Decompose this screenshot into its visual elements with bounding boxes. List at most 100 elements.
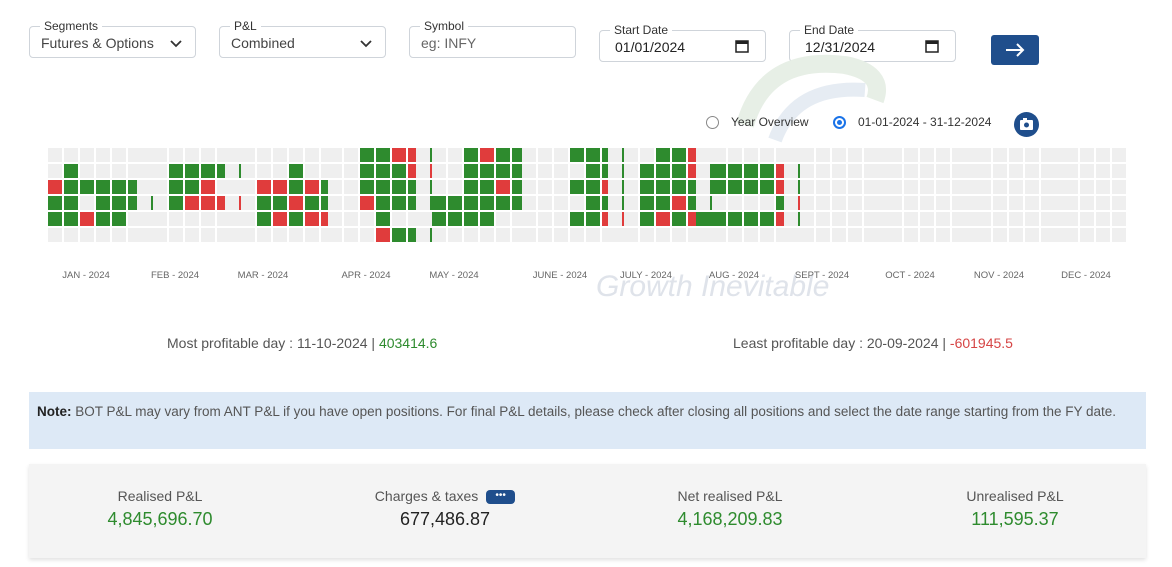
day-cell[interactable] xyxy=(570,196,584,210)
day-cell[interactable] xyxy=(760,196,774,210)
day-cell[interactable] xyxy=(448,180,462,194)
day-cell[interactable] xyxy=(376,228,390,242)
day-cell[interactable] xyxy=(816,180,830,194)
day-cell[interactable] xyxy=(1048,196,1062,210)
day-cell[interactable] xyxy=(586,196,600,210)
day-cell[interactable] xyxy=(201,212,215,226)
day-cell[interactable] xyxy=(169,148,183,162)
day-cell[interactable] xyxy=(608,148,622,162)
day-cell[interactable] xyxy=(392,148,406,162)
day-cell[interactable] xyxy=(328,228,342,242)
day-cell[interactable] xyxy=(538,164,552,178)
day-cell[interactable] xyxy=(672,180,686,194)
day-cell[interactable] xyxy=(273,148,287,162)
day-cell[interactable] xyxy=(888,164,902,178)
day-cell[interactable] xyxy=(920,180,934,194)
day-cell[interactable] xyxy=(538,228,552,242)
day-cell[interactable] xyxy=(888,228,902,242)
day-cell[interactable] xyxy=(432,164,446,178)
day-cell[interactable] xyxy=(1009,212,1023,226)
day-cell[interactable] xyxy=(241,164,255,178)
day-cell[interactable] xyxy=(376,196,390,210)
day-cell[interactable] xyxy=(225,212,239,226)
day-cell[interactable] xyxy=(1009,228,1023,242)
day-cell[interactable] xyxy=(656,180,670,194)
day-cell[interactable] xyxy=(624,212,638,226)
day-cell[interactable] xyxy=(936,212,950,226)
day-cell[interactable] xyxy=(80,180,94,194)
day-cell[interactable] xyxy=(672,228,686,242)
day-cell[interactable] xyxy=(696,196,710,210)
day-cell[interactable] xyxy=(696,180,710,194)
day-cell[interactable] xyxy=(344,164,358,178)
day-cell[interactable] xyxy=(289,228,303,242)
day-cell[interactable] xyxy=(480,164,494,178)
day-cell[interactable] xyxy=(1009,148,1023,162)
day-cell[interactable] xyxy=(48,212,62,226)
day-cell[interactable] xyxy=(169,180,183,194)
day-cell[interactable] xyxy=(872,180,886,194)
day-cell[interactable] xyxy=(480,228,494,242)
day-cell[interactable] xyxy=(169,212,183,226)
day-cell[interactable] xyxy=(360,212,374,226)
calendar-icon[interactable] xyxy=(925,39,939,53)
day-cell[interactable] xyxy=(608,228,622,242)
day-cell[interactable] xyxy=(392,164,406,178)
day-cell[interactable] xyxy=(961,148,975,162)
day-cell[interactable] xyxy=(185,164,199,178)
day-cell[interactable] xyxy=(816,212,830,226)
day-cell[interactable] xyxy=(977,196,991,210)
day-cell[interactable] xyxy=(977,164,991,178)
day-cell[interactable] xyxy=(728,212,742,226)
day-cell[interactable] xyxy=(185,196,199,210)
day-cell[interactable] xyxy=(64,148,78,162)
day-cell[interactable] xyxy=(241,228,255,242)
day-cell[interactable] xyxy=(1112,196,1126,210)
day-cell[interactable] xyxy=(360,228,374,242)
day-cell[interactable] xyxy=(832,196,846,210)
day-cell[interactable] xyxy=(448,148,462,162)
day-cell[interactable] xyxy=(344,180,358,194)
day-cell[interactable] xyxy=(112,228,126,242)
day-cell[interactable] xyxy=(153,196,167,210)
day-cell[interactable] xyxy=(201,148,215,162)
day-cell[interactable] xyxy=(169,228,183,242)
day-cell[interactable] xyxy=(993,196,1007,210)
day-cell[interactable] xyxy=(1025,196,1039,210)
day-cell[interactable] xyxy=(432,180,446,194)
symbol-input[interactable]: Symbol eg: INFY xyxy=(409,19,576,58)
day-cell[interactable] xyxy=(961,228,975,242)
day-cell[interactable] xyxy=(760,148,774,162)
day-cell[interactable] xyxy=(496,180,510,194)
day-cell[interactable] xyxy=(392,228,406,242)
day-cell[interactable] xyxy=(816,228,830,242)
day-cell[interactable] xyxy=(961,212,975,226)
day-cell[interactable] xyxy=(289,148,303,162)
end-date-input[interactable]: End Date 12/31/2024 xyxy=(789,23,956,62)
day-cell[interactable] xyxy=(672,164,686,178)
day-cell[interactable] xyxy=(360,164,374,178)
day-cell[interactable] xyxy=(872,228,886,242)
day-cell[interactable] xyxy=(257,180,271,194)
day-cell[interactable] xyxy=(48,148,62,162)
day-cell[interactable] xyxy=(728,180,742,194)
day-cell[interactable] xyxy=(570,148,584,162)
day-cell[interactable] xyxy=(1112,148,1126,162)
day-cell[interactable] xyxy=(800,196,814,210)
day-cell[interactable] xyxy=(289,180,303,194)
day-cell[interactable] xyxy=(1096,228,1110,242)
day-cell[interactable] xyxy=(185,180,199,194)
day-cell[interactable] xyxy=(993,228,1007,242)
day-cell[interactable] xyxy=(522,196,536,210)
day-cell[interactable] xyxy=(993,180,1007,194)
day-cell[interactable] xyxy=(305,228,319,242)
day-cell[interactable] xyxy=(153,228,167,242)
day-cell[interactable] xyxy=(624,228,638,242)
day-cell[interactable] xyxy=(522,164,536,178)
day-cell[interactable] xyxy=(80,196,94,210)
day-cell[interactable] xyxy=(464,148,478,162)
day-cell[interactable] xyxy=(137,180,151,194)
day-cell[interactable] xyxy=(712,180,726,194)
day-cell[interactable] xyxy=(608,212,622,226)
day-cell[interactable] xyxy=(784,228,798,242)
